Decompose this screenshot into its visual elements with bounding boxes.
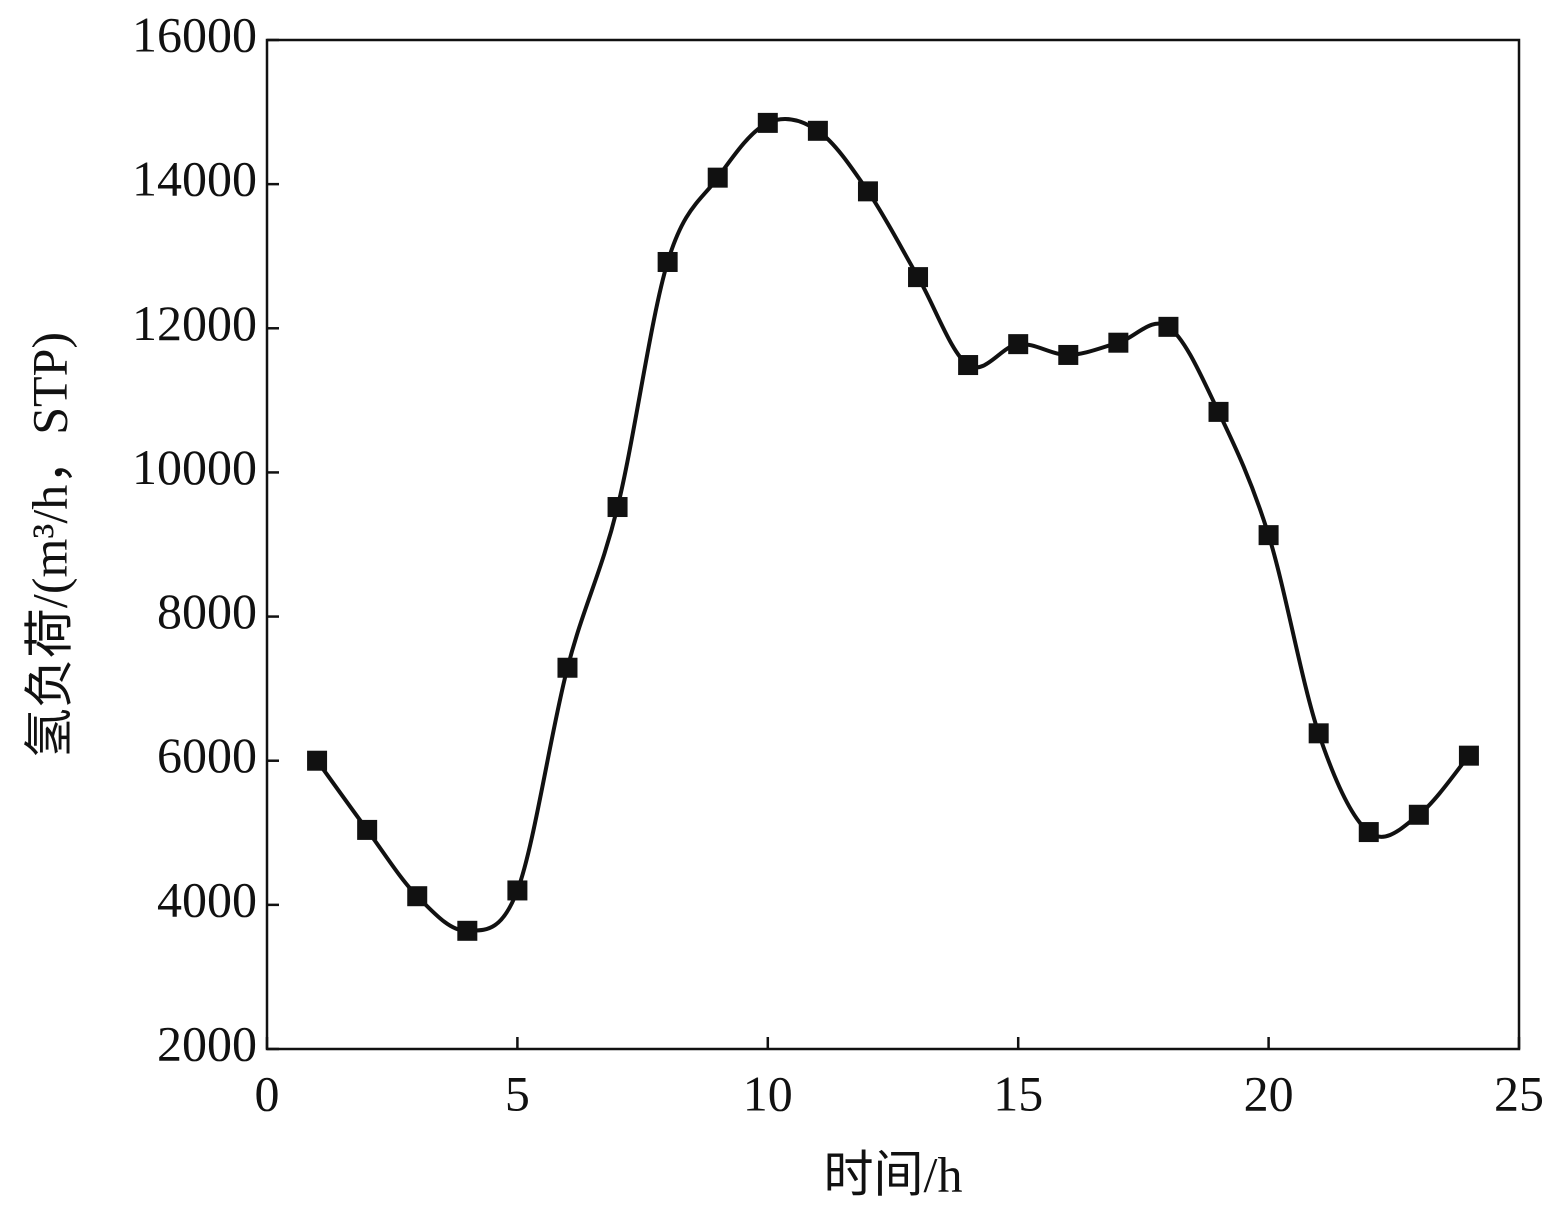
marker (1108, 332, 1129, 353)
y-tick-label: 12000 (132, 295, 257, 351)
marker (958, 355, 979, 376)
marker (1358, 822, 1379, 843)
marker (1058, 344, 1079, 365)
marker (1308, 723, 1329, 744)
marker (1008, 334, 1029, 355)
marker (1408, 804, 1429, 825)
marker (607, 497, 628, 518)
marker (807, 120, 828, 141)
y-tick-label: 14000 (132, 151, 257, 207)
marker (1258, 525, 1279, 546)
marker (1458, 745, 1479, 766)
x-axis-label: 时间/h (824, 1146, 963, 1202)
y-axis-label: 氢负荷/(m³/h，STP) (21, 332, 77, 758)
marker (757, 112, 778, 133)
plot-frame (265, 38, 1521, 1051)
marker (908, 267, 929, 288)
marker (457, 920, 478, 941)
marker (657, 251, 678, 272)
x-tick-label: 25 (1494, 1065, 1544, 1121)
x-tick-label: 15 (993, 1065, 1043, 1121)
y-tick-label: 6000 (157, 727, 257, 783)
y-tick-label: 2000 (157, 1015, 257, 1071)
marker (1208, 401, 1229, 422)
marker (357, 819, 378, 840)
marker (557, 657, 578, 678)
line (315, 116, 1471, 933)
marker (1158, 316, 1179, 337)
marker (507, 880, 528, 901)
x-tick-label: 10 (743, 1065, 793, 1121)
y-tick-label: 8000 (157, 583, 257, 639)
y-tick-label: 10000 (132, 439, 257, 495)
x-tick-label: 0 (255, 1065, 280, 1121)
x-tick-label: 20 (1244, 1065, 1294, 1121)
marker (407, 886, 428, 907)
y-tick-label: 4000 (157, 871, 257, 927)
marker (307, 750, 328, 771)
marker (857, 181, 878, 202)
marker (707, 167, 728, 188)
y-tick-label: 16000 (132, 6, 257, 62)
x-tick-label: 5 (505, 1065, 530, 1121)
